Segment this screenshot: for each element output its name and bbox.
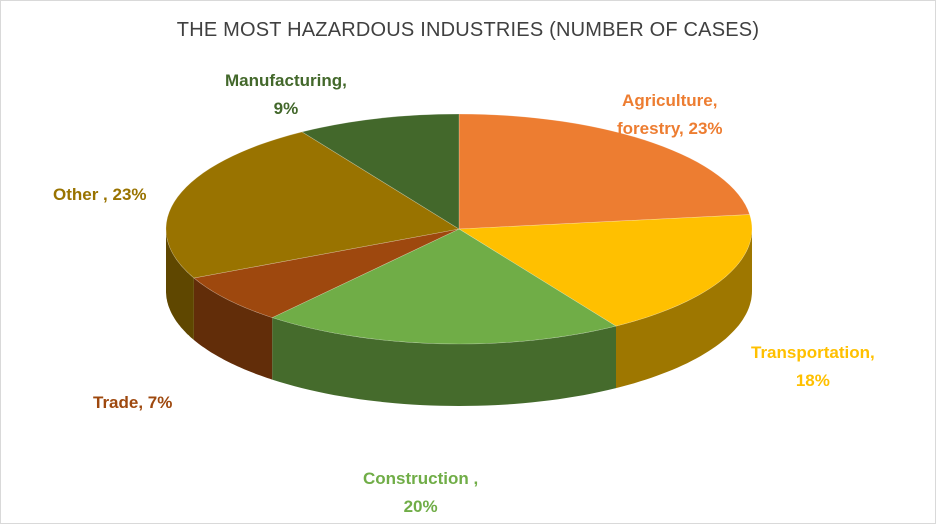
slice-manufacturing <box>301 113 460 230</box>
slice-side-transportation <box>616 229 752 389</box>
slice-side-trade <box>193 278 273 380</box>
slice-construction <box>271 228 617 345</box>
slice-trade <box>193 228 460 318</box>
slice-label-construction: Construction , 20% <box>363 469 479 516</box>
slice-label-other: Other , 23% <box>53 185 147 204</box>
slice-label-agriculture: Agriculture, forestry, 23% <box>617 91 723 138</box>
slice-label-manufacturing: Manufacturing, 9% <box>225 71 347 118</box>
slice-transportation <box>458 214 753 327</box>
slice-label-trade: Trade, 7% <box>93 393 173 412</box>
slice-agriculture <box>458 113 751 230</box>
slice-side-construction <box>272 317 616 406</box>
pie-side-group <box>166 229 752 406</box>
slice-side-other <box>166 229 194 340</box>
slice-other <box>165 131 460 279</box>
chart-title: THE MOST HAZARDOUS INDUSTRIES (NUMBER OF… <box>176 19 760 41</box>
slice-label-transportation: Transportation, 18% <box>751 343 875 390</box>
pie-top-group <box>165 113 753 345</box>
